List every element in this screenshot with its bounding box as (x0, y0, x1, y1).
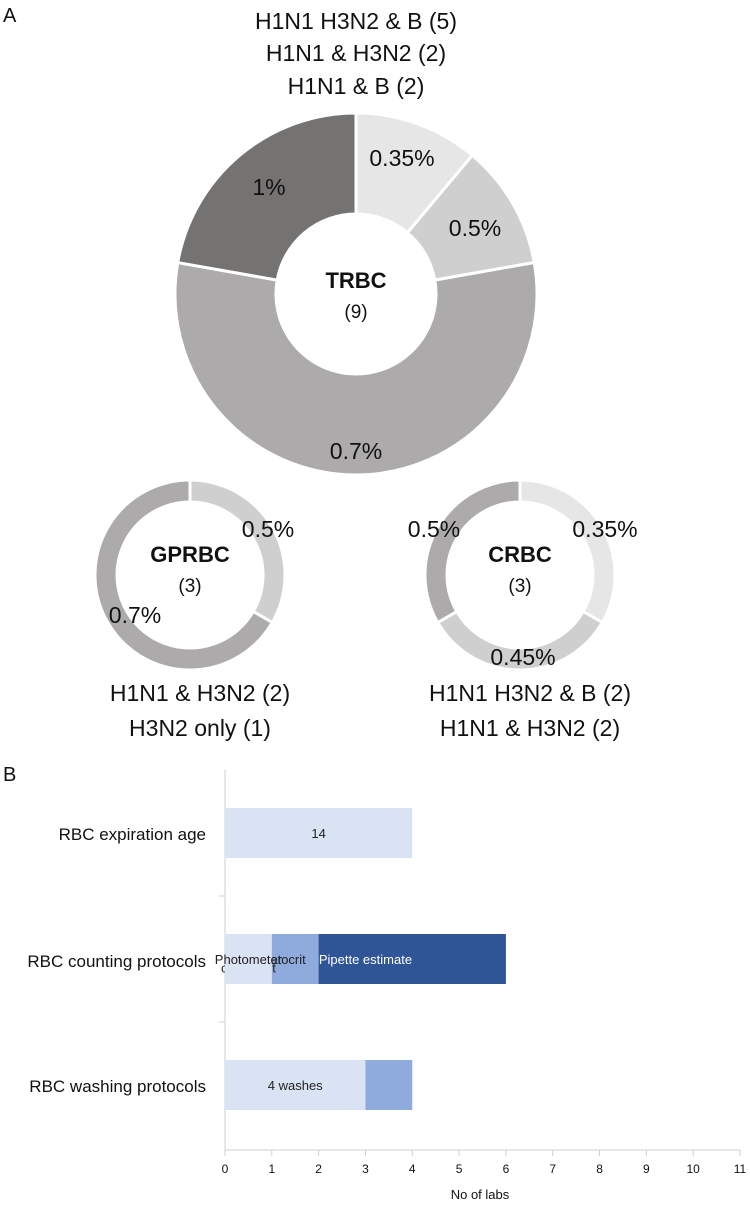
x-tick-label-8: 8 (596, 1162, 603, 1176)
gprbc-center-title: GPRBC (150, 542, 230, 567)
x-tick-label-1: 1 (268, 1162, 275, 1176)
panel-label-b: B (3, 764, 16, 786)
trbc-center-title: TRBC (325, 268, 386, 293)
crbc-caption-line-1: H1N1 H3N2 & B (2) (429, 680, 631, 706)
gprbc-caption-line-2: H3N2 only (1) (129, 715, 271, 741)
gprbc-slice-1 (93, 478, 275, 672)
trbc-slice-label-3: 1% (252, 174, 285, 200)
trbc-caption-line-3: H1N1 & B (2) (288, 73, 425, 99)
category-label-0: RBC expiration age (59, 825, 206, 844)
trbc-slice-label-0: 0.35% (369, 145, 434, 171)
x-axis-title: No of labs (451, 1187, 510, 1202)
x-tick-label-3: 3 (362, 1162, 369, 1176)
crbc-slice-label-2: 0.5% (408, 516, 460, 542)
category-label-2: RBC washing protocols (29, 1077, 206, 1096)
trbc-slice-2 (173, 260, 539, 477)
x-tick-label-2: 2 (315, 1162, 322, 1176)
crbc-center-title: CRBC (488, 542, 552, 567)
panel-label-a: A (3, 5, 17, 27)
x-tick-label-10: 10 (687, 1162, 701, 1176)
bar-segment-2-3 (225, 1060, 366, 1110)
bar-segment-0-4 (225, 808, 413, 858)
crbc-slice-2 (423, 478, 522, 625)
crbc-donut-chart (423, 478, 617, 672)
trbc-center-count: (9) (344, 302, 367, 323)
protocols-stacked-bar-chart: 012345678910115781014Pipette estimatehae… (215, 770, 747, 1176)
gprbc-slice-label-0: 0.5% (242, 516, 294, 542)
gprbc-caption-line-1: H1N1 & H3N2 (2) (110, 680, 290, 706)
x-tick-label-7: 7 (549, 1162, 556, 1176)
x-tick-label-9: 9 (643, 1162, 650, 1176)
trbc-donut-chart (173, 111, 539, 477)
gprbc-slice-label-1: 0.7% (109, 602, 161, 628)
x-tick-label-6: 6 (503, 1162, 510, 1176)
bar-segment-label-0-4: 14 (311, 826, 325, 841)
x-tick-label-0: 0 (222, 1162, 229, 1176)
crbc-caption-line-2: H1N1 & H3N2 (2) (440, 715, 620, 741)
x-tick-label-4: 4 (409, 1162, 416, 1176)
trbc-slice-3 (176, 111, 358, 282)
gprbc-center-count: (3) (178, 576, 201, 597)
crbc-center-count: (3) (508, 576, 531, 597)
x-tick-label-11: 11 (734, 1162, 747, 1176)
trbc-caption-line-1: H1N1 H3N2 & B (5) (255, 8, 457, 34)
bar-segment-label-1-0: Pipette estimate (319, 952, 412, 967)
trbc-slice-label-1: 0.5% (449, 215, 501, 241)
crbc-slice-label-0: 0.35% (572, 516, 637, 542)
category-label-1: RBC counting protocols (27, 952, 206, 971)
bar-segment-label-2-3: 4 washes (268, 1078, 323, 1093)
crbc-slice-label-1: 0.45% (490, 644, 555, 670)
bar-segment-1-3 (225, 934, 272, 984)
gprbc-donut-chart (93, 478, 287, 672)
bar-segment-label-1-3: Photometer (215, 952, 283, 967)
trbc-slice-label-2: 0.7% (330, 438, 382, 464)
trbc-caption-line-2: H1N1 & H3N2 (2) (266, 40, 446, 66)
x-tick-label-5: 5 (456, 1162, 463, 1176)
